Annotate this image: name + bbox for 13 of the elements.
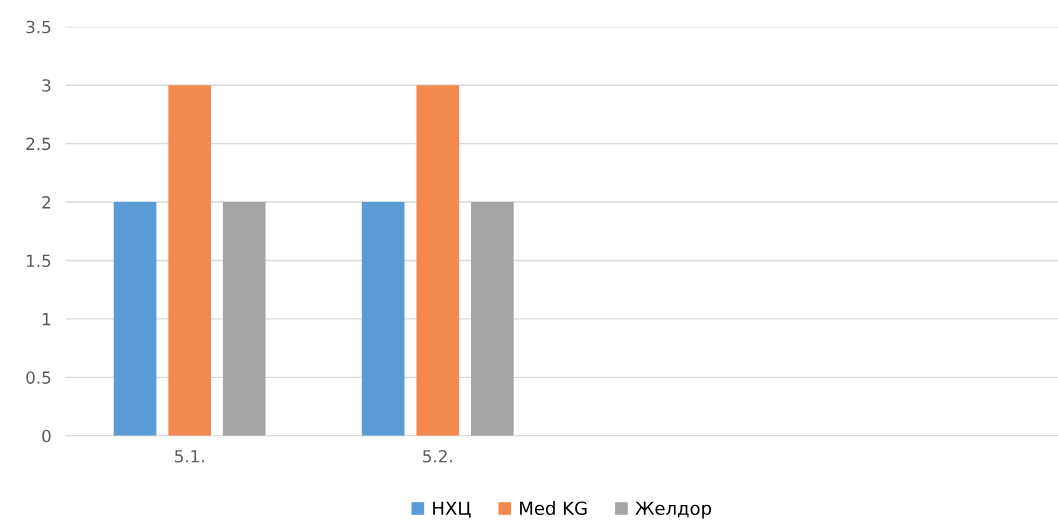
legend-label: НХЦ — [433, 501, 471, 518]
y-tick-label: 2.5 — [26, 137, 51, 151]
x-tick-label: 5.2. — [423, 449, 452, 463]
legend-label: Med KG — [520, 501, 587, 516]
x-tick-label: 5.1. — [175, 450, 204, 463]
y-tick-label: 0.5 — [26, 371, 51, 384]
y-tick-label: 3 — [42, 79, 51, 92]
y-tick-label: 0 — [42, 429, 51, 443]
y-tick-label: 1 — [42, 313, 51, 326]
legend-label: Желдор — [635, 501, 712, 519]
y-tick-label: 3.5 — [26, 20, 51, 34]
y-tick-label: 1.5 — [27, 254, 51, 268]
y-tick-label: 2 — [42, 196, 51, 209]
